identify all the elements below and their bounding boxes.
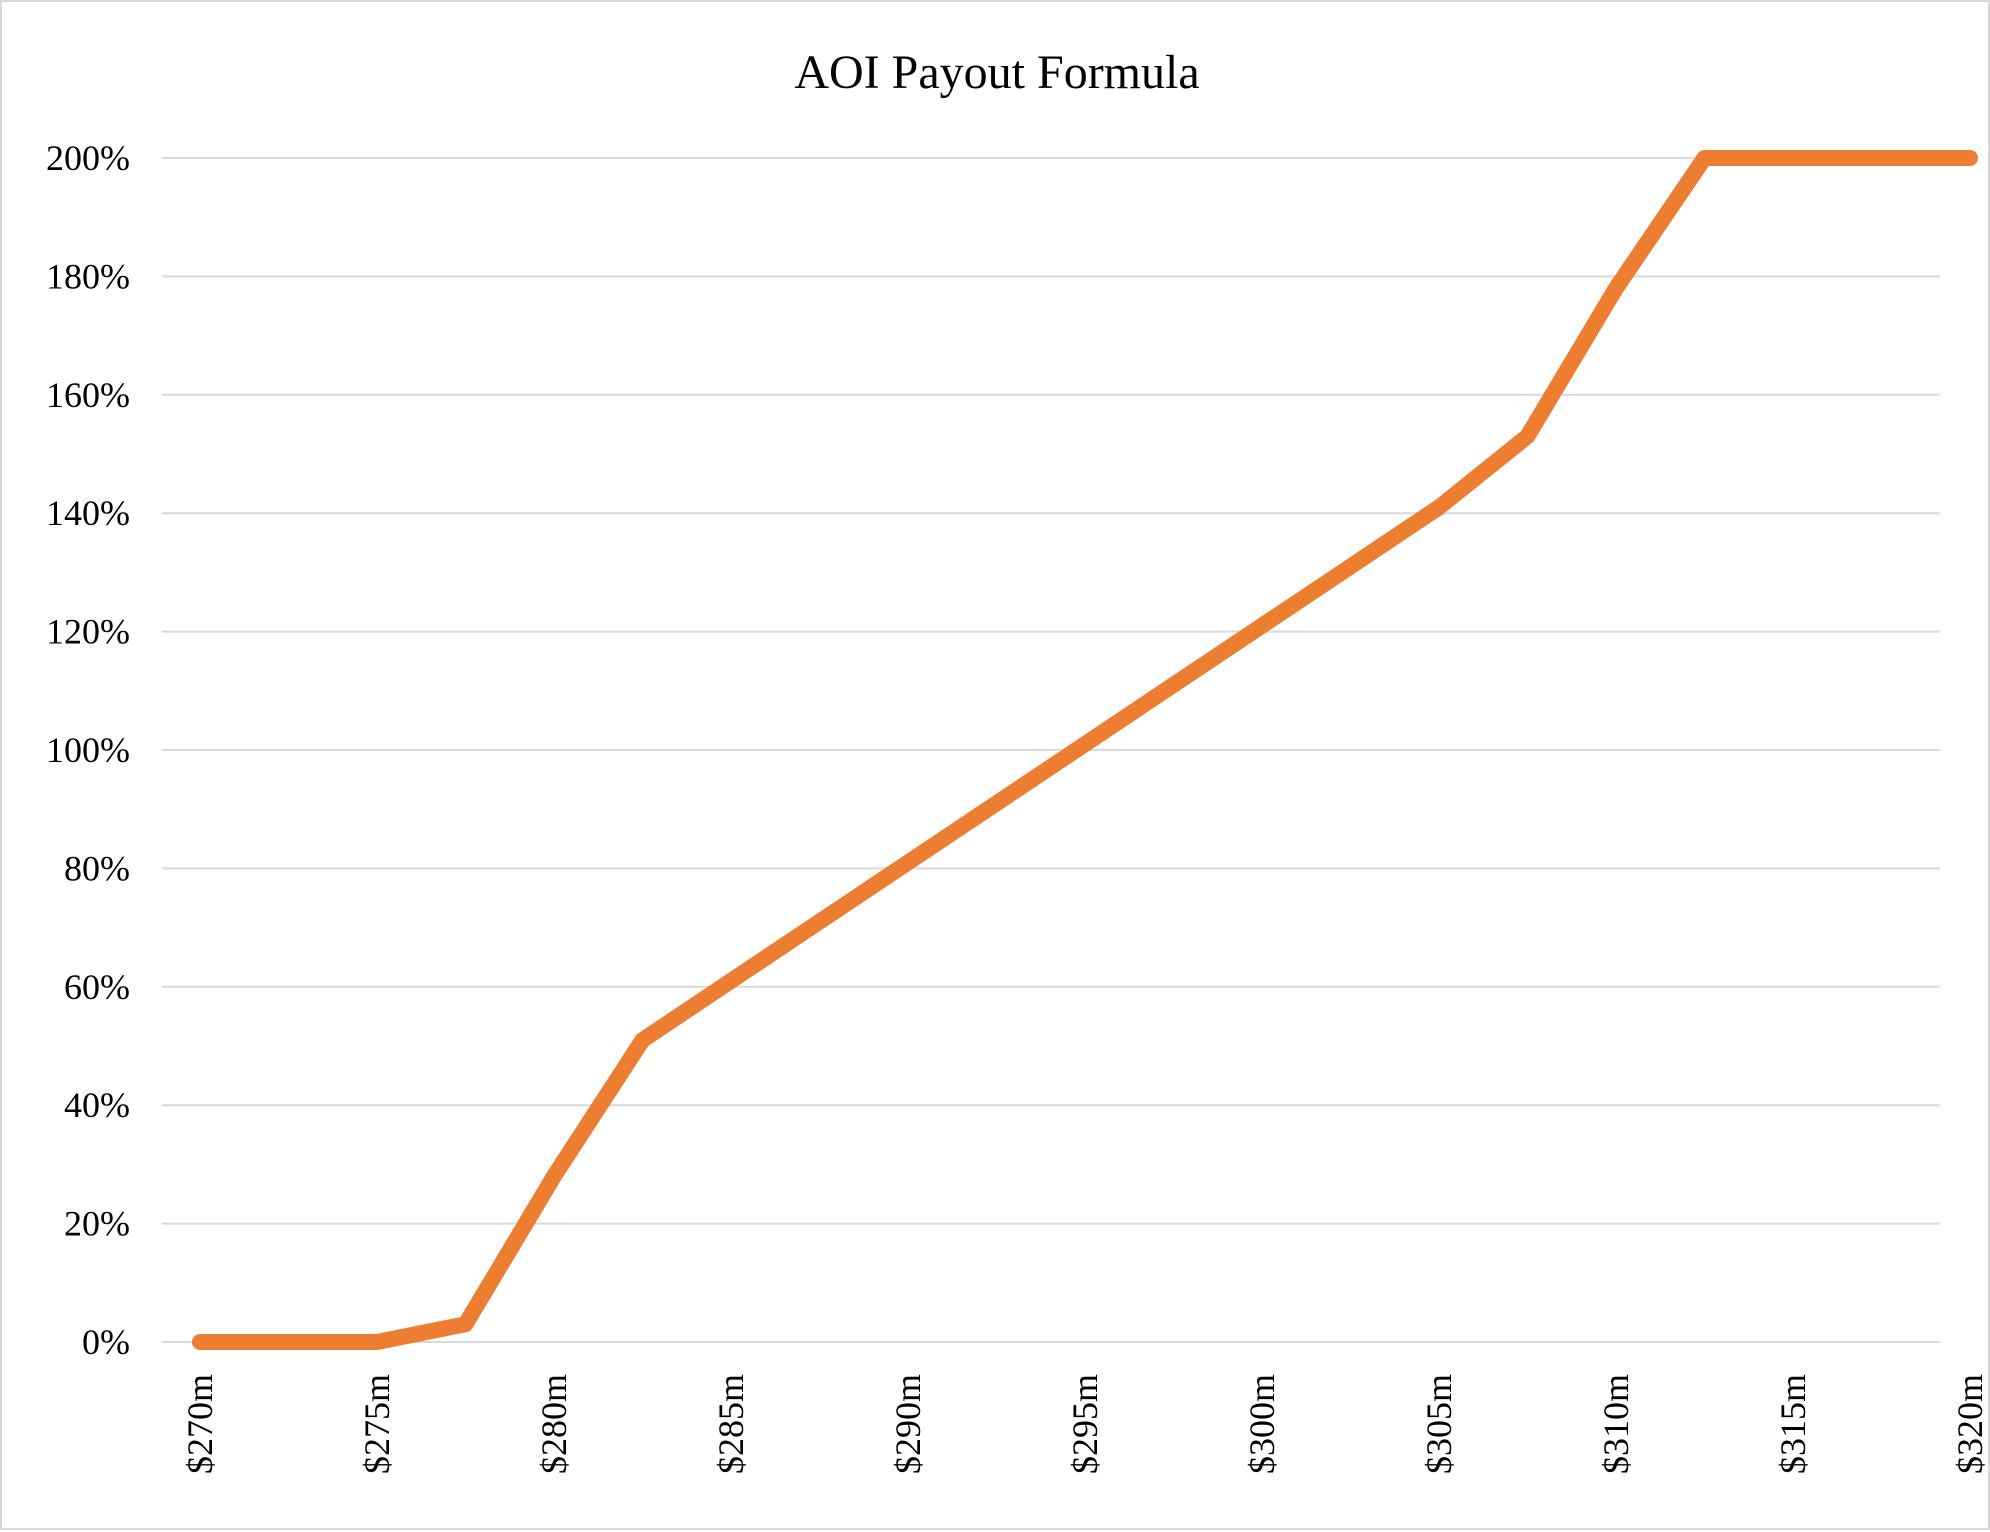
x-tick-label-6: $300m bbox=[1242, 1374, 1282, 1474]
x-tick-label-7: $305m bbox=[1419, 1374, 1459, 1474]
x-tick-label-4: $290m bbox=[888, 1374, 928, 1474]
y-tick-label-6: 120% bbox=[46, 612, 130, 652]
gridlines bbox=[162, 158, 1940, 1342]
x-axis-tick-labels: $270m $275m $280m $285m $290m $295m $300m $305m… bbox=[180, 1374, 1990, 1474]
x-tick-label-2: $280m bbox=[534, 1374, 574, 1474]
chart-title: AOI Payout Formula bbox=[794, 46, 1199, 99]
x-tick-label-5: $295m bbox=[1065, 1374, 1105, 1474]
y-tick-label-4: 80% bbox=[64, 848, 130, 888]
y-tick-label-0: 0% bbox=[82, 1322, 130, 1362]
y-tick-label-9: 180% bbox=[46, 256, 130, 296]
y-axis-tick-labels: 0% 20% 40% 60% 80% 100% 120% 140% 160% 180% 200% bbox=[46, 138, 130, 1362]
x-tick-label-3: $285m bbox=[711, 1374, 751, 1474]
x-tick-label-9: $315m bbox=[1773, 1374, 1813, 1474]
y-tick-label-7: 140% bbox=[46, 493, 130, 533]
x-tick-label-10: $320m bbox=[1950, 1374, 1990, 1474]
y-tick-label-5: 100% bbox=[46, 730, 130, 770]
y-tick-label-8: 160% bbox=[46, 375, 130, 415]
x-tick-label-1: $275m bbox=[357, 1374, 397, 1474]
y-tick-label-10: 200% bbox=[46, 138, 130, 178]
y-tick-label-2: 40% bbox=[64, 1085, 130, 1125]
x-tick-label-8: $310m bbox=[1596, 1374, 1636, 1474]
x-tick-label-0: $270m bbox=[180, 1374, 220, 1474]
y-tick-label-1: 20% bbox=[64, 1204, 130, 1244]
y-tick-label-3: 60% bbox=[64, 967, 130, 1007]
